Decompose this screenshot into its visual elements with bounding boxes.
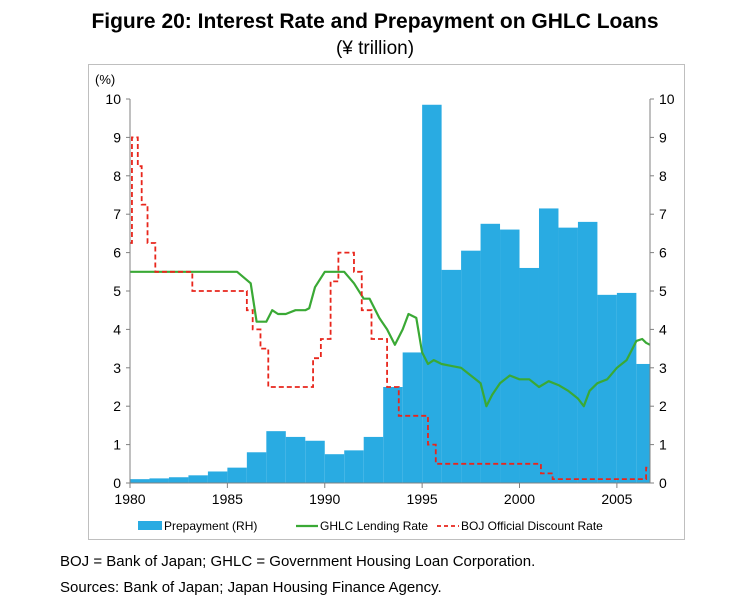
right-y-tick-label: 1: [659, 437, 667, 453]
legend-prepayment-label: Prepayment (RH): [164, 519, 257, 533]
prepayment-bar: [402, 352, 423, 483]
prepayment-bar: [616, 292, 637, 483]
prepayment-bar: [558, 227, 578, 483]
x-tick-label: 2000: [504, 491, 535, 507]
right-y-tick-label: 2: [659, 398, 667, 414]
left-y-tick-label: 0: [113, 475, 121, 491]
right-y-tick-label: 3: [659, 360, 667, 376]
right-y-tick-label: 5: [659, 283, 667, 299]
right-y-tick-label: 7: [659, 206, 667, 222]
left-y-tick-label: 7: [113, 206, 121, 222]
right-y-tick-label: 8: [659, 168, 667, 184]
chart-frame: [88, 64, 685, 540]
prepayment-bar: [305, 440, 325, 483]
chart-title: Figure 20: Interest Rate and Prepayment …: [91, 10, 659, 33]
x-tick-label: 1995: [407, 491, 438, 507]
left-y-tick-label: 4: [113, 321, 121, 337]
boj-discount-rate-line: [130, 136, 650, 481]
prepayment-bar: [597, 294, 617, 483]
prepayment-bar: [519, 267, 539, 483]
footnote-sources: Sources: Bank of Japan; Japan Housing Fi…: [60, 579, 442, 596]
right-y-tick-label: 10: [659, 91, 675, 107]
prepayment-bar: [344, 450, 364, 483]
prepayment-bar: [480, 223, 501, 484]
prepayment-bar: [168, 477, 189, 483]
prepayment-bar: [383, 387, 403, 483]
left-y-tick-label: 3: [113, 360, 121, 376]
prepayment-bar: [577, 221, 598, 483]
prepayment-bar: [441, 269, 462, 483]
chart-subtitle: (¥ trillion): [335, 38, 415, 59]
left-y-tick-label: 5: [113, 283, 121, 299]
legend-boj-label: BOJ Official Discount Rate: [461, 519, 603, 533]
left-y-tick-label: 9: [113, 129, 121, 145]
x-tick-label: 2005: [601, 491, 632, 507]
left-y-tick-label: 8: [113, 168, 121, 184]
left-y-tick-label: 6: [113, 245, 121, 261]
prepayment-bar: [363, 436, 384, 483]
left-y-tick-label: 1: [113, 437, 121, 453]
prepayment-bar: [324, 454, 345, 483]
prepayment-bar: [149, 478, 169, 483]
prepayment-bar: [266, 431, 286, 483]
legend-ghlc-label: GHLC Lending Rate: [320, 519, 428, 533]
right-y-tick-label: 9: [659, 129, 667, 145]
prepayment-bar: [500, 229, 520, 483]
ghlc-lending-rate-line: [130, 270, 651, 408]
right-y-tick-label: 4: [659, 321, 667, 337]
left-y-tick-label: 2: [113, 398, 121, 414]
footnote-abbreviations: BOJ = Bank of Japan; GHLC = Government H…: [60, 553, 536, 570]
prepayment-bar: [227, 467, 247, 483]
legend-prepayment-swatch: [138, 521, 162, 530]
right-y-tick-label: 6: [659, 245, 667, 261]
prepayment-bar: [461, 250, 481, 483]
prepayment-bar: [246, 452, 267, 483]
left-axis-unit-label: (%): [95, 72, 115, 87]
prepayment-bar: [188, 475, 208, 483]
prepayment-bar: [207, 471, 228, 483]
left-y-tick-label: 10: [105, 91, 121, 107]
prepayment-bar: [130, 479, 150, 483]
right-y-tick-label: 0: [659, 475, 667, 491]
prepayment-bar: [538, 208, 559, 483]
prepayment-bar: [422, 104, 442, 483]
prepayment-bar: [636, 363, 650, 483]
x-tick-label: 1980: [114, 491, 145, 507]
prepayment-bar: [285, 436, 306, 483]
x-tick-label: 1985: [212, 491, 243, 507]
x-tick-label: 1990: [309, 491, 340, 507]
